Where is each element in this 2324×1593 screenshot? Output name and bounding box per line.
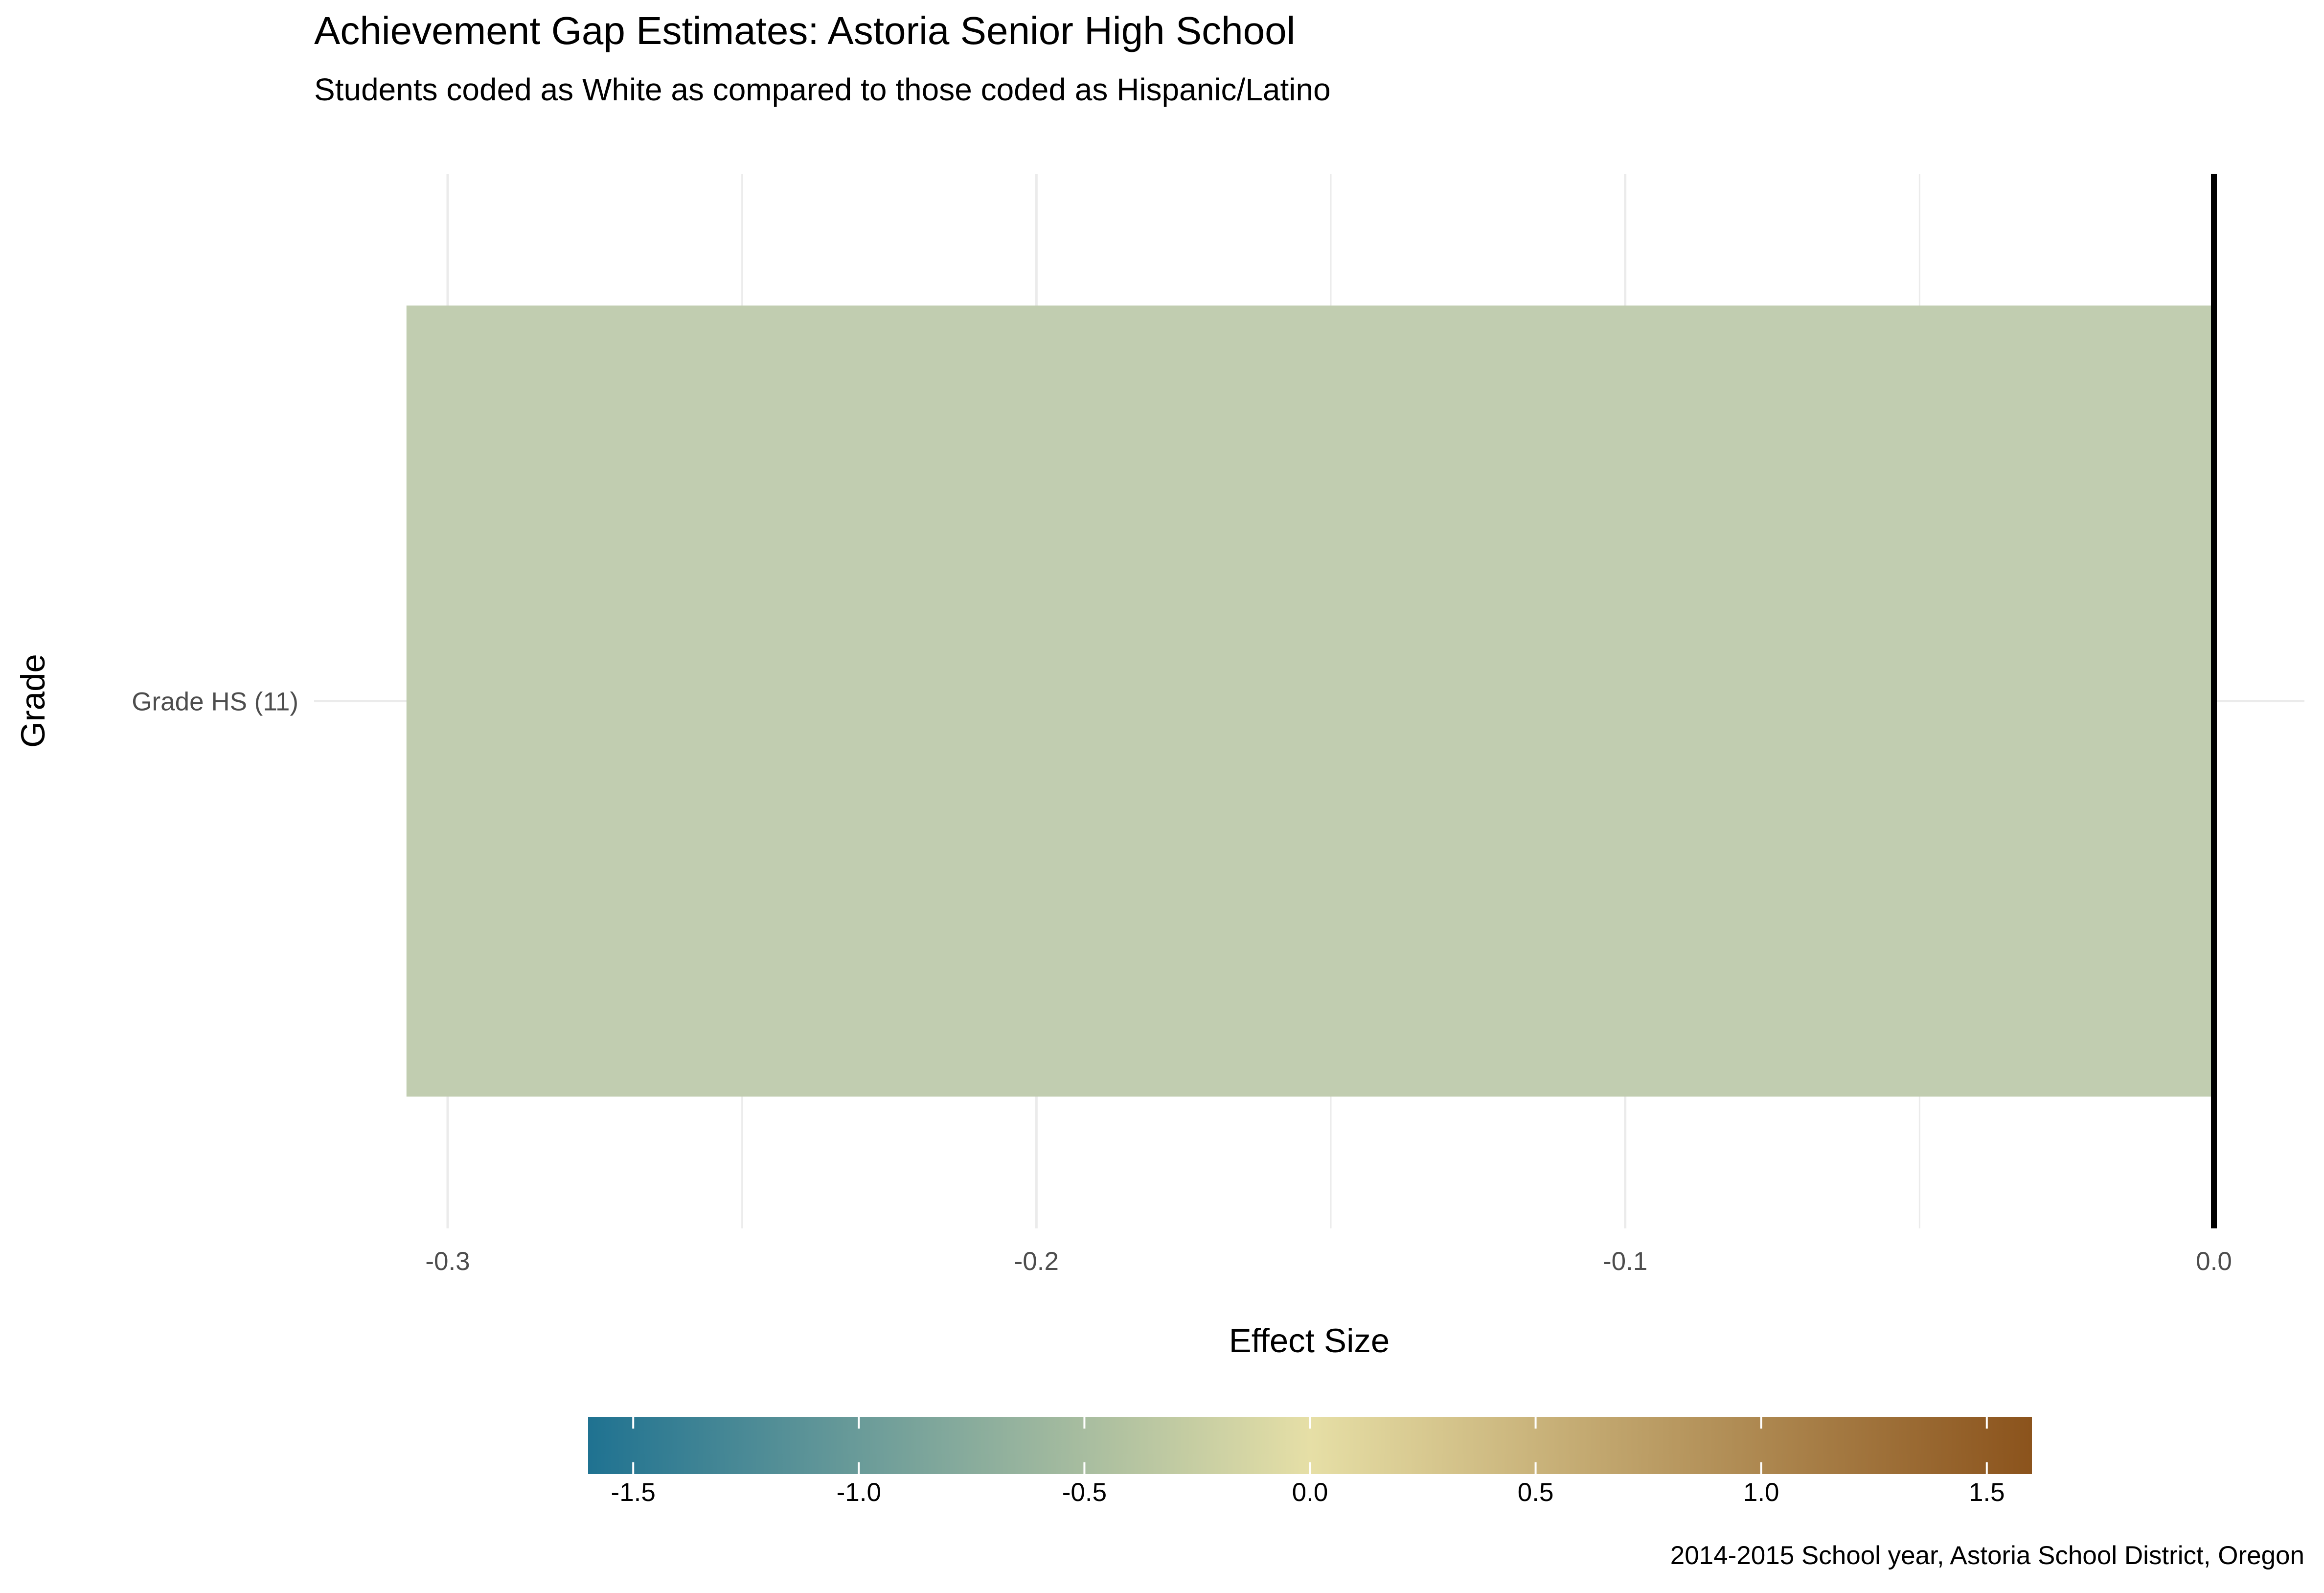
x-tick-label: -0.2	[1014, 1247, 1059, 1276]
plot-panel	[314, 174, 2304, 1228]
y-tick-label: Grade HS (11)	[132, 688, 298, 716]
colorbar-tick-label: -1.5	[611, 1478, 656, 1507]
y-axis-label: Grade	[14, 654, 52, 748]
colorbar-tick-label: 0.5	[1518, 1478, 1554, 1507]
y-axis-tick-labels: Grade HS (11)	[132, 688, 298, 716]
colorbar-tick-label: 1.5	[1969, 1478, 2005, 1507]
x-tick-label: 0.0	[2196, 1247, 2232, 1276]
chart-caption: 2014-2015 School year, Astoria School Di…	[1670, 1541, 2304, 1570]
colorbar-tick-label: 0.0	[1292, 1478, 1328, 1507]
colorbar-tick-label: 1.0	[1743, 1478, 1779, 1507]
bars	[406, 305, 2214, 1097]
x-tick-label: -0.3	[425, 1247, 470, 1276]
x-tick-label: -0.1	[1603, 1247, 1647, 1276]
colorbar-ticks	[632, 1417, 1988, 1474]
colorbar-tick-labels: -1.5 -1.0 -0.5 0.0 0.5 1.0 1.5	[611, 1478, 2005, 1507]
x-axis-tick-labels: -0.3 -0.2 -0.1 0.0	[425, 1247, 2232, 1276]
colorbar-tick-label: -0.5	[1062, 1478, 1107, 1507]
chart-title: Achievement Gap Estimates: Astoria Senio…	[314, 9, 1295, 52]
chart-subtitle: Students coded as White as compared to t…	[314, 72, 1331, 107]
colorbar-legend: -1.5 -1.0 -0.5 0.0 0.5 1.0 1.5	[588, 1417, 2032, 1507]
colorbar-tick-label: -1.0	[837, 1478, 881, 1507]
bar	[406, 305, 2214, 1097]
x-axis-label: Effect Size	[1229, 1322, 1390, 1360]
